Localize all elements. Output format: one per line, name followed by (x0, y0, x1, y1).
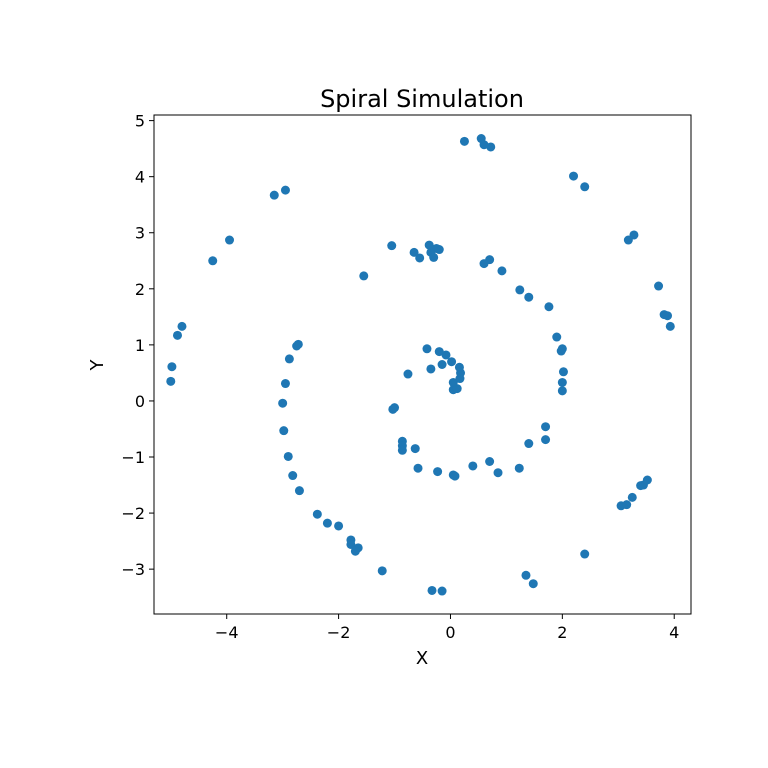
y-tick-label: 1 (135, 336, 145, 355)
scatter-point (544, 302, 554, 312)
y-tick-label: −3 (121, 560, 145, 579)
x-axis-label: X (416, 648, 428, 669)
scatter-point (665, 321, 675, 331)
scatter-point (437, 360, 447, 369)
scatter-point (623, 235, 633, 245)
scatter-point (280, 379, 290, 389)
scatter-point (557, 344, 567, 354)
x-tick-label: 0 (445, 623, 455, 642)
scatter-point (659, 310, 669, 320)
scatter-point (433, 467, 443, 477)
scatter-point (528, 579, 538, 589)
scatter-point (454, 362, 464, 372)
scatter-points (166, 134, 675, 596)
scatter-point (459, 136, 469, 146)
scatter-point (166, 376, 176, 386)
scatter-point (515, 285, 525, 295)
scatter-point (427, 585, 437, 595)
scatter-point (280, 185, 290, 195)
scatter-point (468, 461, 478, 471)
scatter-point (283, 451, 293, 461)
scatter-point (312, 509, 322, 519)
scatter-point (422, 344, 432, 354)
chart-title: Spiral Simulation (320, 85, 524, 113)
scatter-point (359, 271, 369, 281)
x-tick-label: 4 (669, 623, 679, 642)
scatter-point (441, 350, 451, 360)
y-tick-label: 4 (135, 168, 145, 187)
scatter-point (558, 367, 568, 377)
y-tick-label: −2 (121, 504, 145, 523)
scatter-point (377, 566, 387, 576)
x-tick-label: 2 (557, 623, 567, 642)
scatter-point (278, 398, 288, 408)
y-axis-label: Y (87, 359, 108, 372)
scatter-point (429, 252, 439, 262)
scatter-point (409, 247, 419, 257)
scatter-point (524, 292, 534, 302)
y-tick-label: −1 (121, 448, 145, 467)
scatter-point (524, 439, 534, 449)
x-tick-label: −4 (215, 623, 239, 642)
scatter-point (292, 341, 302, 351)
x-tick-label: −2 (327, 623, 351, 642)
scatter-point (552, 332, 562, 342)
scatter-point (415, 253, 425, 263)
scatter-point (541, 435, 551, 445)
scatter-point (627, 492, 637, 502)
scatter-point (450, 471, 460, 481)
scatter-point (346, 539, 356, 549)
scatter-point (514, 463, 524, 473)
scatter-point (569, 171, 579, 181)
scatter-point (397, 445, 407, 455)
scatter-point (485, 457, 495, 466)
scatter-point (521, 570, 531, 580)
scatter-point (279, 426, 289, 436)
scatter-point (541, 422, 551, 432)
scatter-point (350, 546, 360, 556)
scatter-point (403, 369, 413, 379)
scatter-point (622, 500, 632, 510)
scatter-point (437, 586, 447, 596)
y-tick-label: 3 (135, 224, 145, 243)
scatter-point (654, 281, 664, 291)
scatter-point (448, 377, 458, 387)
scatter-point (447, 357, 457, 367)
scatter-point (580, 549, 590, 559)
scatter-point (410, 444, 420, 454)
scatter-point (288, 471, 298, 481)
scatter-point (387, 241, 397, 251)
scatter-point (177, 321, 187, 331)
y-tick-label: 5 (135, 112, 145, 131)
scatter-point (493, 468, 503, 478)
x-axis-ticks: −4 −2 0 2 4 (215, 614, 679, 642)
scatter-point (580, 182, 590, 192)
scatter-point (294, 486, 304, 496)
scatter-point (269, 190, 279, 200)
y-tick-label: 2 (135, 280, 145, 299)
scatter-point (167, 362, 177, 372)
scatter-point (426, 364, 436, 374)
scatter-point (388, 404, 398, 414)
scatter-point (424, 240, 434, 250)
scatter-point (476, 134, 486, 144)
scatter-point (413, 463, 423, 473)
scatter-point (334, 521, 344, 531)
y-tick-label: 0 (135, 392, 145, 411)
scatter-point (284, 354, 294, 364)
scatter-point (557, 386, 567, 396)
y-axis-ticks: −3 −2 −1 0 1 2 3 4 5 (121, 112, 154, 579)
scatter-point (479, 259, 489, 269)
scatter-point (642, 475, 652, 485)
scatter-point (497, 266, 507, 276)
scatter-point (208, 256, 218, 266)
scatter-point (225, 235, 235, 245)
scatter-point (322, 518, 332, 528)
scatter-point (172, 330, 182, 340)
scatter-point (557, 377, 567, 387)
plot-area-frame (153, 114, 692, 615)
scatter-point (434, 347, 444, 357)
